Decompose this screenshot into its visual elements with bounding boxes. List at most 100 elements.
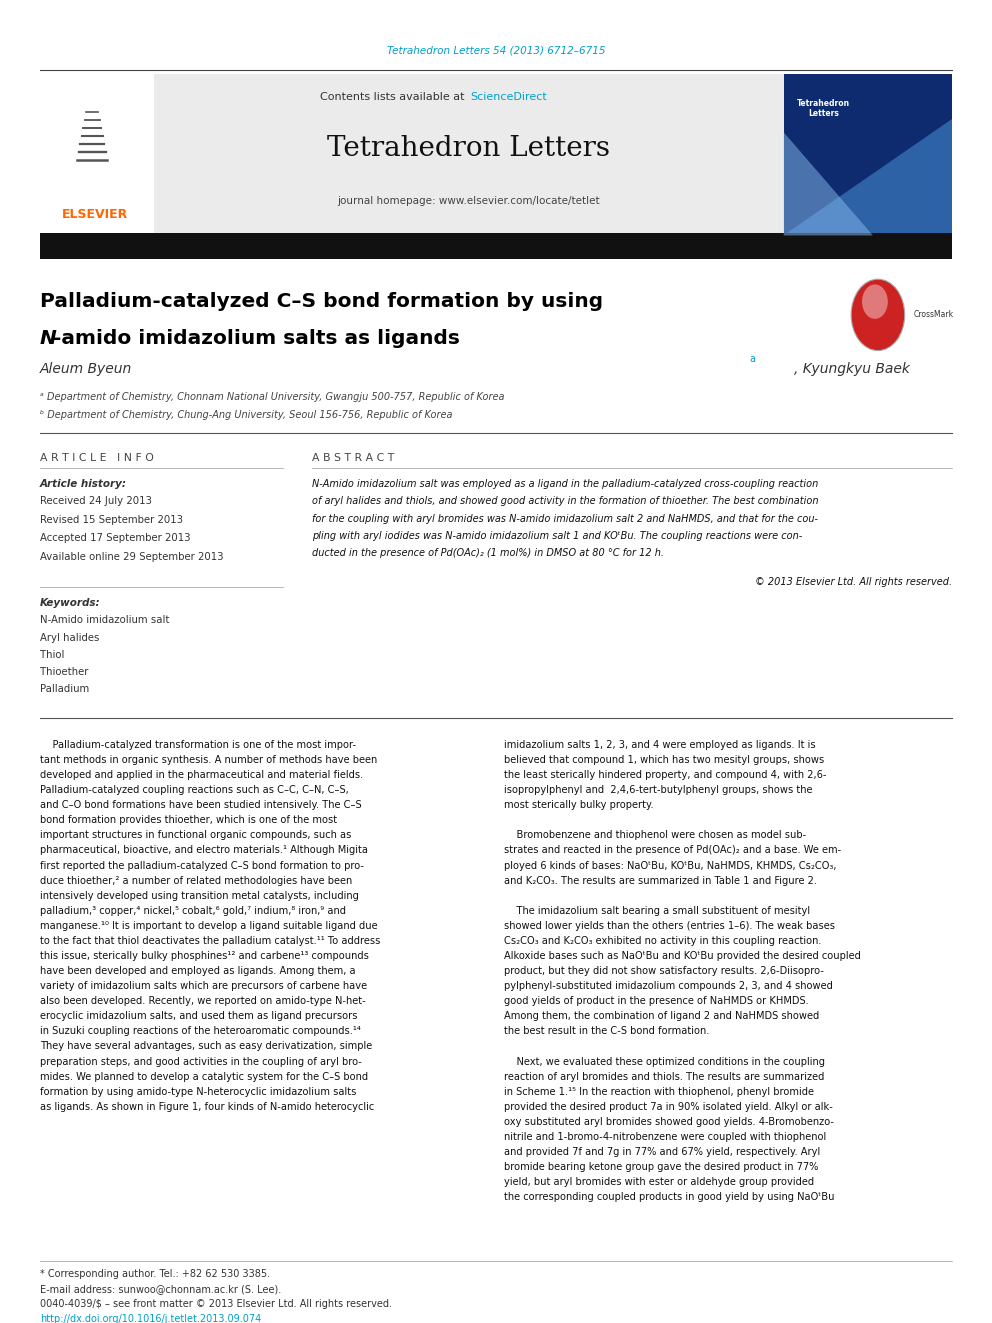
Text: Available online 29 September 2013: Available online 29 September 2013	[40, 552, 223, 562]
Text: Aryl halides: Aryl halides	[40, 632, 99, 643]
Text: imidazolium salts 1, 2, 3, and 4 were employed as ligands. It is: imidazolium salts 1, 2, 3, and 4 were em…	[504, 740, 815, 750]
Text: of aryl halides and thiols, and showed good activity in the formation of thioeth: of aryl halides and thiols, and showed g…	[312, 496, 819, 507]
FancyBboxPatch shape	[154, 74, 784, 235]
Text: palladium,³ copper,⁴ nickel,⁵ cobalt,⁶ gold,⁷ indium,⁸ iron,⁹ and: palladium,³ copper,⁴ nickel,⁵ cobalt,⁶ g…	[40, 906, 345, 916]
Text: formation by using amido-type N-heterocyclic imidazolium salts: formation by using amido-type N-heterocy…	[40, 1086, 356, 1097]
Text: for the coupling with aryl bromides was N-amido imidazolium salt 2 and NaHMDS, a: for the coupling with aryl bromides was …	[312, 513, 818, 524]
Text: have been developed and employed as ligands. Among them, a: have been developed and employed as liga…	[40, 966, 355, 976]
Text: N: N	[40, 329, 57, 348]
Text: and K₂CO₃. The results are summarized in Table 1 and Figure 2.: and K₂CO₃. The results are summarized in…	[504, 876, 817, 885]
Text: the corresponding coupled products in good yield by using NaOᵗBu: the corresponding coupled products in go…	[504, 1192, 834, 1203]
Text: Contents lists available at: Contents lists available at	[320, 91, 468, 102]
Text: variety of imidazolium salts which are precursors of carbene have: variety of imidazolium salts which are p…	[40, 982, 367, 991]
Text: Keywords:: Keywords:	[40, 598, 100, 609]
Text: the least sterically hindered property, and compound 4, with 2,6-: the least sterically hindered property, …	[504, 770, 826, 781]
Text: Tetrahedron
Letters: Tetrahedron Letters	[797, 99, 850, 118]
Text: Thioether: Thioether	[40, 667, 88, 677]
Text: ScienceDirect: ScienceDirect	[470, 91, 547, 102]
Text: bond formation provides thioether, which is one of the most: bond formation provides thioether, which…	[40, 815, 337, 826]
Text: as ligands. As shown in Figure 1, four kinds of N-amido heterocyclic: as ligands. As shown in Figure 1, four k…	[40, 1102, 374, 1111]
Text: believed that compound 1, which has two mesityl groups, shows: believed that compound 1, which has two …	[504, 755, 824, 765]
Text: N-Amido imidazolium salt was employed as a ligand in the palladium-catalyzed cro: N-Amido imidazolium salt was employed as…	[312, 479, 818, 490]
Text: strates and reacted in the presence of Pd(OAc)₂ and a base. We em-: strates and reacted in the presence of P…	[504, 845, 841, 856]
Polygon shape	[784, 119, 952, 235]
Text: Tetrahedron Letters 54 (2013) 6712–6715: Tetrahedron Letters 54 (2013) 6712–6715	[387, 45, 605, 56]
Text: the best result in the C-S bond formation.: the best result in the C-S bond formatio…	[504, 1027, 709, 1036]
Text: nitrile and 1-bromo-4-nitrobenzene were coupled with thiophenol: nitrile and 1-bromo-4-nitrobenzene were …	[504, 1132, 826, 1142]
Text: -amido imidazolium salts as ligands: -amido imidazolium salts as ligands	[53, 329, 459, 348]
Text: and C–O bond formations have been studied intensively. The C–S: and C–O bond formations have been studie…	[40, 800, 361, 810]
Text: a: a	[749, 353, 755, 364]
Text: yield, but aryl bromides with ester or aldehyde group provided: yield, but aryl bromides with ester or a…	[504, 1177, 814, 1187]
Text: duce thioether,² a number of related methodologies have been: duce thioether,² a number of related met…	[40, 876, 352, 885]
FancyBboxPatch shape	[784, 74, 952, 235]
Text: mides. We planned to develop a catalytic system for the C–S bond: mides. We planned to develop a catalytic…	[40, 1072, 368, 1082]
Text: oxy substituted aryl bromides showed good yields. 4-Bromobenzo-: oxy substituted aryl bromides showed goo…	[504, 1117, 834, 1127]
Text: developed and applied in the pharmaceutical and material fields.: developed and applied in the pharmaceuti…	[40, 770, 363, 781]
FancyBboxPatch shape	[40, 233, 952, 259]
Text: A R T I C L E   I N F O: A R T I C L E I N F O	[40, 452, 154, 463]
Text: Among them, the combination of ligand 2 and NaHMDS showed: Among them, the combination of ligand 2 …	[504, 1011, 819, 1021]
Text: 0040-4039/$ – see front matter © 2013 Elsevier Ltd. All rights reserved.: 0040-4039/$ – see front matter © 2013 El…	[40, 1299, 392, 1310]
Text: Palladium-catalyzed coupling reactions such as C–C, C–N, C–S,: Palladium-catalyzed coupling reactions s…	[40, 785, 348, 795]
Text: reaction of aryl bromides and thiols. The results are summarized: reaction of aryl bromides and thiols. Th…	[504, 1072, 824, 1082]
Text: CrossMark: CrossMark	[914, 311, 953, 319]
Text: ᵃ Department of Chemistry, Chonnam National University, Gwangju 500-757, Republi: ᵃ Department of Chemistry, Chonnam Natio…	[40, 392, 504, 402]
Circle shape	[851, 279, 905, 351]
Text: bromide bearing ketone group gave the desired product in 77%: bromide bearing ketone group gave the de…	[504, 1162, 818, 1172]
Polygon shape	[784, 132, 873, 235]
Text: , Kyungkyu Baek: , Kyungkyu Baek	[795, 363, 910, 376]
FancyBboxPatch shape	[40, 74, 154, 235]
Text: ELSEVIER: ELSEVIER	[62, 208, 128, 221]
Text: N-Amido imidazolium salt: N-Amido imidazolium salt	[40, 615, 170, 626]
Text: most sterically bulky property.: most sterically bulky property.	[504, 800, 654, 810]
Text: Palladium: Palladium	[40, 684, 89, 695]
Text: to the fact that thiol deactivates the palladium catalyst.¹¹ To address: to the fact that thiol deactivates the p…	[40, 935, 380, 946]
Text: product, but they did not show satisfactory results. 2,6-Diisopro-: product, but they did not show satisfact…	[504, 966, 823, 976]
Text: also been developed. Recently, we reported on amido-type N-het-: also been developed. Recently, we report…	[40, 996, 365, 1007]
Text: erocyclic imidazolium salts, and used them as ligand precursors: erocyclic imidazolium salts, and used th…	[40, 1011, 357, 1021]
Text: Bromobenzene and thiophenol were chosen as model sub-: Bromobenzene and thiophenol were chosen …	[504, 831, 806, 840]
Text: first reported the palladium-catalyzed C–S bond formation to pro-: first reported the palladium-catalyzed C…	[40, 860, 364, 871]
Text: Article history:: Article history:	[40, 479, 127, 490]
Text: isopropylphenyl and  2,4,6-tert-butylphenyl groups, shows the: isopropylphenyl and 2,4,6-tert-butylphen…	[504, 785, 812, 795]
Circle shape	[862, 284, 888, 319]
Text: Thiol: Thiol	[40, 650, 64, 660]
Text: E-mail address: sunwoo@chonnam.ac.kr (S. Lee).: E-mail address: sunwoo@chonnam.ac.kr (S.…	[40, 1283, 281, 1294]
Text: and provided 7f and 7g in 77% and 67% yield, respectively. Aryl: and provided 7f and 7g in 77% and 67% yi…	[504, 1147, 820, 1158]
Text: important structures in functional organic compounds, such as: important structures in functional organ…	[40, 831, 351, 840]
Text: Tetrahedron Letters: Tetrahedron Letters	[326, 135, 610, 161]
Text: ducted in the presence of Pd(OAc)₂ (1 mol%) in DMSO at 80 °C for 12 h.: ducted in the presence of Pd(OAc)₂ (1 mo…	[312, 548, 665, 558]
Text: A B S T R A C T: A B S T R A C T	[312, 452, 395, 463]
Text: intensively developed using transition metal catalysts, including: intensively developed using transition m…	[40, 890, 358, 901]
Text: * Corresponding author. Tel.: +82 62 530 3385.: * Corresponding author. Tel.: +82 62 530…	[40, 1269, 270, 1279]
Text: this issue, sterically bulky phosphines¹² and carbene¹³ compounds: this issue, sterically bulky phosphines¹…	[40, 951, 369, 960]
Text: © 2013 Elsevier Ltd. All rights reserved.: © 2013 Elsevier Ltd. All rights reserved…	[755, 577, 952, 587]
Text: Accepted 17 September 2013: Accepted 17 September 2013	[40, 533, 190, 544]
Text: preparation steps, and good activities in the coupling of aryl bro-: preparation steps, and good activities i…	[40, 1057, 361, 1066]
Text: pling with aryl iodides was N-amido imidazolium salt 1 and KOᵗBu. The coupling r: pling with aryl iodides was N-amido imid…	[312, 531, 803, 541]
Text: pharmaceutical, bioactive, and electro materials.¹ Although Migita: pharmaceutical, bioactive, and electro m…	[40, 845, 368, 856]
Text: They have several advantages, such as easy derivatization, simple: They have several advantages, such as ea…	[40, 1041, 372, 1052]
Text: Aleum Byeun: Aleum Byeun	[40, 363, 132, 376]
Text: Alkoxide bases such as NaOᵗBu and KOᵗBu provided the desired coupled: Alkoxide bases such as NaOᵗBu and KOᵗBu …	[504, 951, 861, 960]
Text: pylphenyl-substituted imidazolium compounds 2, 3, and 4 showed: pylphenyl-substituted imidazolium compou…	[504, 982, 833, 991]
Text: Received 24 July 2013: Received 24 July 2013	[40, 496, 152, 507]
Text: ᵇ Department of Chemistry, Chung-Ang University, Seoul 156-756, Republic of Kore: ᵇ Department of Chemistry, Chung-Ang Uni…	[40, 410, 452, 421]
Text: provided the desired product 7a in 90% isolated yield. Alkyl or alk-: provided the desired product 7a in 90% i…	[504, 1102, 833, 1111]
Text: tant methods in organic synthesis. A number of methods have been: tant methods in organic synthesis. A num…	[40, 755, 377, 765]
Text: http://dx.doi.org/10.1016/j.tetlet.2013.09.074: http://dx.doi.org/10.1016/j.tetlet.2013.…	[40, 1314, 261, 1323]
Text: The imidazolium salt bearing a small substituent of mesityl: The imidazolium salt bearing a small sub…	[504, 906, 810, 916]
Text: in Scheme 1.¹⁵ In the reaction with thiophenol, phenyl bromide: in Scheme 1.¹⁵ In the reaction with thio…	[504, 1086, 813, 1097]
Text: Revised 15 September 2013: Revised 15 September 2013	[40, 515, 183, 525]
Text: good yields of product in the presence of NaHMDS or KHMDS.: good yields of product in the presence o…	[504, 996, 808, 1007]
Text: Palladium-catalyzed transformation is one of the most impor-: Palladium-catalyzed transformation is on…	[40, 740, 356, 750]
Text: Cs₂CO₃ and K₂CO₃ exhibited no activity in this coupling reaction.: Cs₂CO₃ and K₂CO₃ exhibited no activity i…	[504, 935, 821, 946]
Text: in Suzuki coupling reactions of the heteroaromatic compounds.¹⁴: in Suzuki coupling reactions of the hete…	[40, 1027, 360, 1036]
Text: manganese.¹⁰ It is important to develop a ligand suitable ligand due: manganese.¹⁰ It is important to develop …	[40, 921, 377, 931]
Text: Palladium-catalyzed C–S bond formation by using: Palladium-catalyzed C–S bond formation b…	[40, 292, 610, 311]
Text: showed lower yields than the others (entries 1–6). The weak bases: showed lower yields than the others (ent…	[504, 921, 835, 931]
Text: journal homepage: www.elsevier.com/locate/tetlet: journal homepage: www.elsevier.com/locat…	[337, 196, 599, 206]
Text: Next, we evaluated these optimized conditions in the coupling: Next, we evaluated these optimized condi…	[504, 1057, 825, 1066]
Text: ployed 6 kinds of bases: NaOᵗBu, KOᵗBu, NaHMDS, KHMDS, Cs₂CO₃,: ployed 6 kinds of bases: NaOᵗBu, KOᵗBu, …	[504, 860, 836, 871]
